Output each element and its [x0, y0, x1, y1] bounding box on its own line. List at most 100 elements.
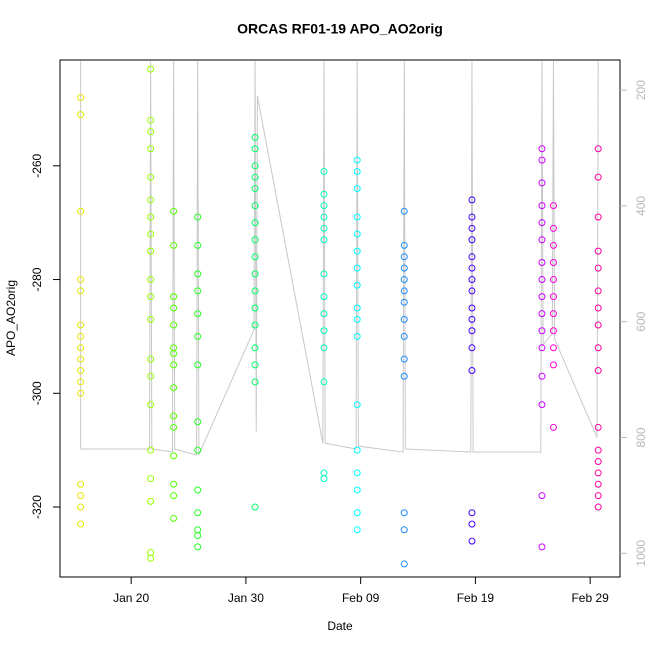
point — [468, 213, 476, 221]
point — [594, 321, 602, 329]
point — [594, 304, 602, 312]
point — [353, 401, 361, 409]
point — [77, 344, 85, 352]
point — [320, 293, 328, 301]
point — [320, 190, 328, 198]
x-tick-label: Feb 29 — [571, 591, 609, 605]
point — [400, 264, 408, 272]
point — [251, 253, 259, 261]
point — [320, 167, 328, 175]
point — [594, 423, 602, 431]
point — [549, 258, 557, 266]
point — [77, 332, 85, 340]
point — [251, 133, 259, 141]
point — [549, 276, 557, 284]
point — [538, 327, 546, 335]
point — [538, 145, 546, 153]
point — [77, 321, 85, 329]
point — [538, 236, 546, 244]
y2-tick-label: 200 — [634, 80, 648, 100]
point — [77, 207, 85, 215]
point — [147, 65, 155, 73]
point — [251, 219, 259, 227]
point — [538, 258, 546, 266]
point — [77, 367, 85, 375]
point — [251, 503, 259, 511]
point — [320, 236, 328, 244]
point — [594, 446, 602, 454]
point — [77, 492, 85, 500]
point — [468, 196, 476, 204]
point — [400, 560, 408, 568]
point — [77, 287, 85, 295]
point — [538, 202, 546, 210]
point — [147, 315, 155, 323]
point — [320, 202, 328, 210]
point — [468, 344, 476, 352]
point — [170, 361, 178, 369]
point — [468, 224, 476, 232]
point — [468, 253, 476, 261]
point — [251, 162, 259, 170]
y-tick-label: -280 — [30, 267, 44, 291]
point — [194, 270, 202, 278]
point — [194, 332, 202, 340]
point — [594, 213, 602, 221]
point — [251, 185, 259, 193]
point — [147, 128, 155, 136]
point — [77, 520, 85, 528]
point — [170, 304, 178, 312]
point — [468, 509, 476, 517]
point — [251, 236, 259, 244]
point — [353, 264, 361, 272]
point — [147, 213, 155, 221]
point — [194, 531, 202, 539]
point — [549, 361, 557, 369]
point — [170, 321, 178, 329]
y-tick-label: -320 — [30, 495, 44, 519]
point — [400, 355, 408, 363]
point — [194, 287, 202, 295]
point — [400, 509, 408, 517]
point — [147, 293, 155, 301]
point — [468, 276, 476, 284]
point — [353, 469, 361, 477]
point — [549, 293, 557, 301]
point — [320, 378, 328, 386]
point — [194, 446, 202, 454]
point — [251, 378, 259, 386]
point — [538, 372, 546, 380]
point — [468, 264, 476, 272]
point — [594, 367, 602, 375]
point — [147, 355, 155, 363]
point — [353, 281, 361, 289]
point — [538, 276, 546, 284]
point — [147, 276, 155, 284]
point — [170, 492, 178, 500]
point — [538, 293, 546, 301]
point — [400, 372, 408, 380]
point — [400, 332, 408, 340]
point — [194, 418, 202, 426]
point — [468, 367, 476, 375]
point — [194, 543, 202, 551]
point — [170, 452, 178, 460]
point — [251, 270, 259, 278]
point — [549, 327, 557, 335]
point — [594, 287, 602, 295]
point — [594, 458, 602, 466]
point — [353, 156, 361, 164]
point — [147, 230, 155, 238]
point — [77, 503, 85, 511]
point — [549, 423, 557, 431]
point — [353, 332, 361, 340]
point — [538, 219, 546, 227]
point — [320, 475, 328, 483]
point — [170, 293, 178, 301]
point — [353, 304, 361, 312]
point — [594, 264, 602, 272]
plot-frame — [59, 59, 621, 578]
point — [251, 287, 259, 295]
point — [468, 304, 476, 312]
